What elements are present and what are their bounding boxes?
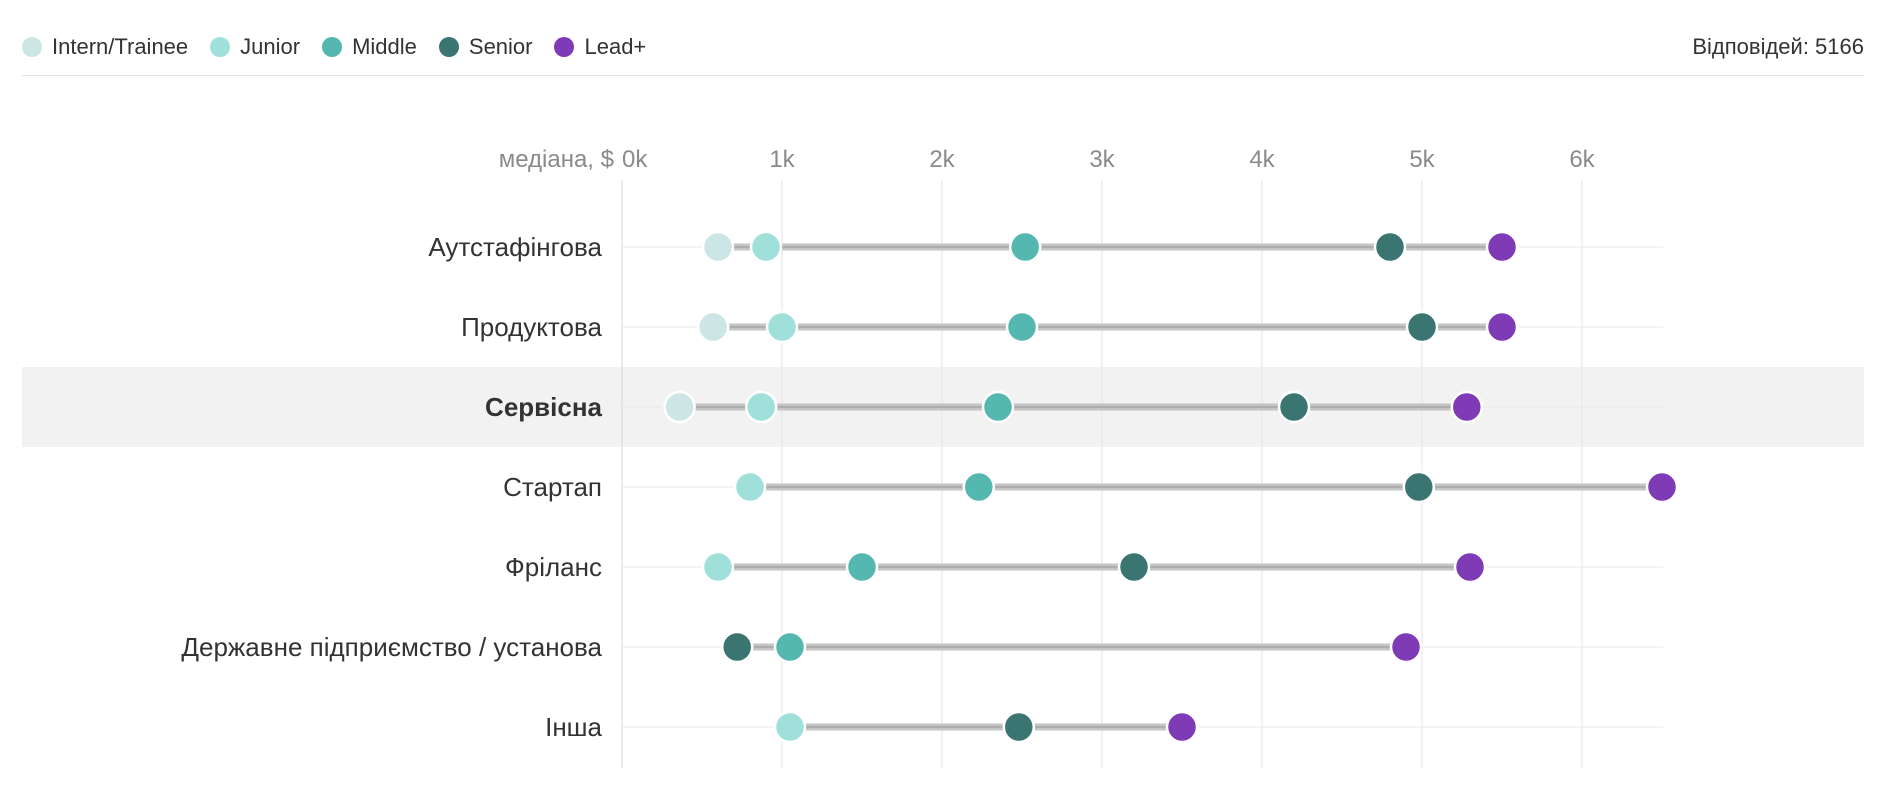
x-tick-label-3k: 3k bbox=[1089, 146, 1115, 173]
dot-intern-trainee bbox=[701, 230, 735, 264]
dot-senior bbox=[1277, 390, 1311, 424]
dot-junior bbox=[749, 230, 783, 264]
dot-senior bbox=[720, 630, 754, 664]
legend-dot-senior bbox=[438, 37, 459, 57]
dot-lead bbox=[1485, 230, 1519, 264]
dot-lead bbox=[1165, 710, 1199, 744]
x-tick-label-6k: 6k bbox=[1569, 146, 1595, 173]
legend-dot-intern bbox=[22, 37, 42, 57]
legend-label-junior: Junior bbox=[240, 34, 301, 59]
legend-label-middle: Middle bbox=[352, 34, 417, 59]
dot-lead bbox=[1450, 390, 1484, 424]
dot-junior bbox=[733, 470, 767, 504]
row-label: Інша bbox=[545, 712, 602, 742]
dot-senior bbox=[1402, 470, 1436, 504]
dot-lead bbox=[1453, 550, 1487, 584]
legend-item-junior[interactable]: Junior bbox=[210, 34, 300, 60]
legend-item-middle[interactable]: Middle bbox=[322, 34, 417, 60]
row-label: Аутстафінгова bbox=[428, 232, 602, 262]
x-tick-label-1k: 1k bbox=[769, 146, 795, 173]
dot-middle bbox=[962, 470, 996, 504]
dot-middle bbox=[1005, 310, 1039, 344]
dot-senior bbox=[1117, 550, 1151, 584]
dot-lead bbox=[1645, 470, 1679, 504]
responses-count: Відповідей: 5166 bbox=[1692, 34, 1864, 59]
legend-item-lead[interactable]: Lead+ bbox=[554, 34, 646, 60]
row-label: Фріланс bbox=[505, 552, 602, 582]
dot-intern-trainee bbox=[663, 390, 696, 424]
x-tick-label-2k: 2k bbox=[929, 146, 955, 173]
dot-senior bbox=[1373, 230, 1407, 264]
legend-dot-middle bbox=[322, 37, 343, 57]
legend-item-intern[interactable]: Intern/Trainee bbox=[22, 34, 188, 60]
legend-dot-junior bbox=[210, 37, 231, 57]
row-label: Продуктова bbox=[461, 312, 602, 342]
dot-middle bbox=[1008, 230, 1042, 264]
dot-middle bbox=[773, 630, 807, 664]
dot-intern-trainee bbox=[696, 310, 730, 344]
legend-label-lead: Lead+ bbox=[584, 34, 647, 59]
x-axis-title: медіана, $ bbox=[499, 146, 614, 173]
dot-middle bbox=[981, 390, 1015, 424]
legend-label-intern: Intern/Trainee bbox=[52, 34, 189, 59]
legend-label-senior: Senior bbox=[468, 34, 533, 59]
legend: Intern/Trainee Junior Middle Senior Lead… bbox=[22, 34, 646, 60]
dot-senior bbox=[1002, 710, 1036, 744]
x-tick-label-4k: 4k bbox=[1249, 146, 1275, 173]
dot-junior bbox=[765, 310, 799, 344]
dot-junior bbox=[773, 710, 807, 744]
x-tick-label-0k: 0k bbox=[622, 146, 648, 173]
dot-lead bbox=[1389, 630, 1423, 664]
legend-dot-lead bbox=[554, 37, 575, 57]
dot-middle bbox=[845, 550, 879, 584]
row-label: Стартап bbox=[503, 472, 602, 502]
legend-item-senior[interactable]: Senior bbox=[438, 34, 533, 60]
divider bbox=[22, 75, 1864, 76]
dot-junior bbox=[744, 390, 778, 424]
x-tick-label-5k: 5k bbox=[1409, 146, 1435, 173]
row-label: Державне підприємство / установа bbox=[181, 632, 602, 662]
dot-junior bbox=[701, 550, 735, 584]
row-label: Сервісна bbox=[485, 392, 602, 422]
dot-senior bbox=[1405, 310, 1439, 344]
dot-lead bbox=[1485, 310, 1519, 344]
